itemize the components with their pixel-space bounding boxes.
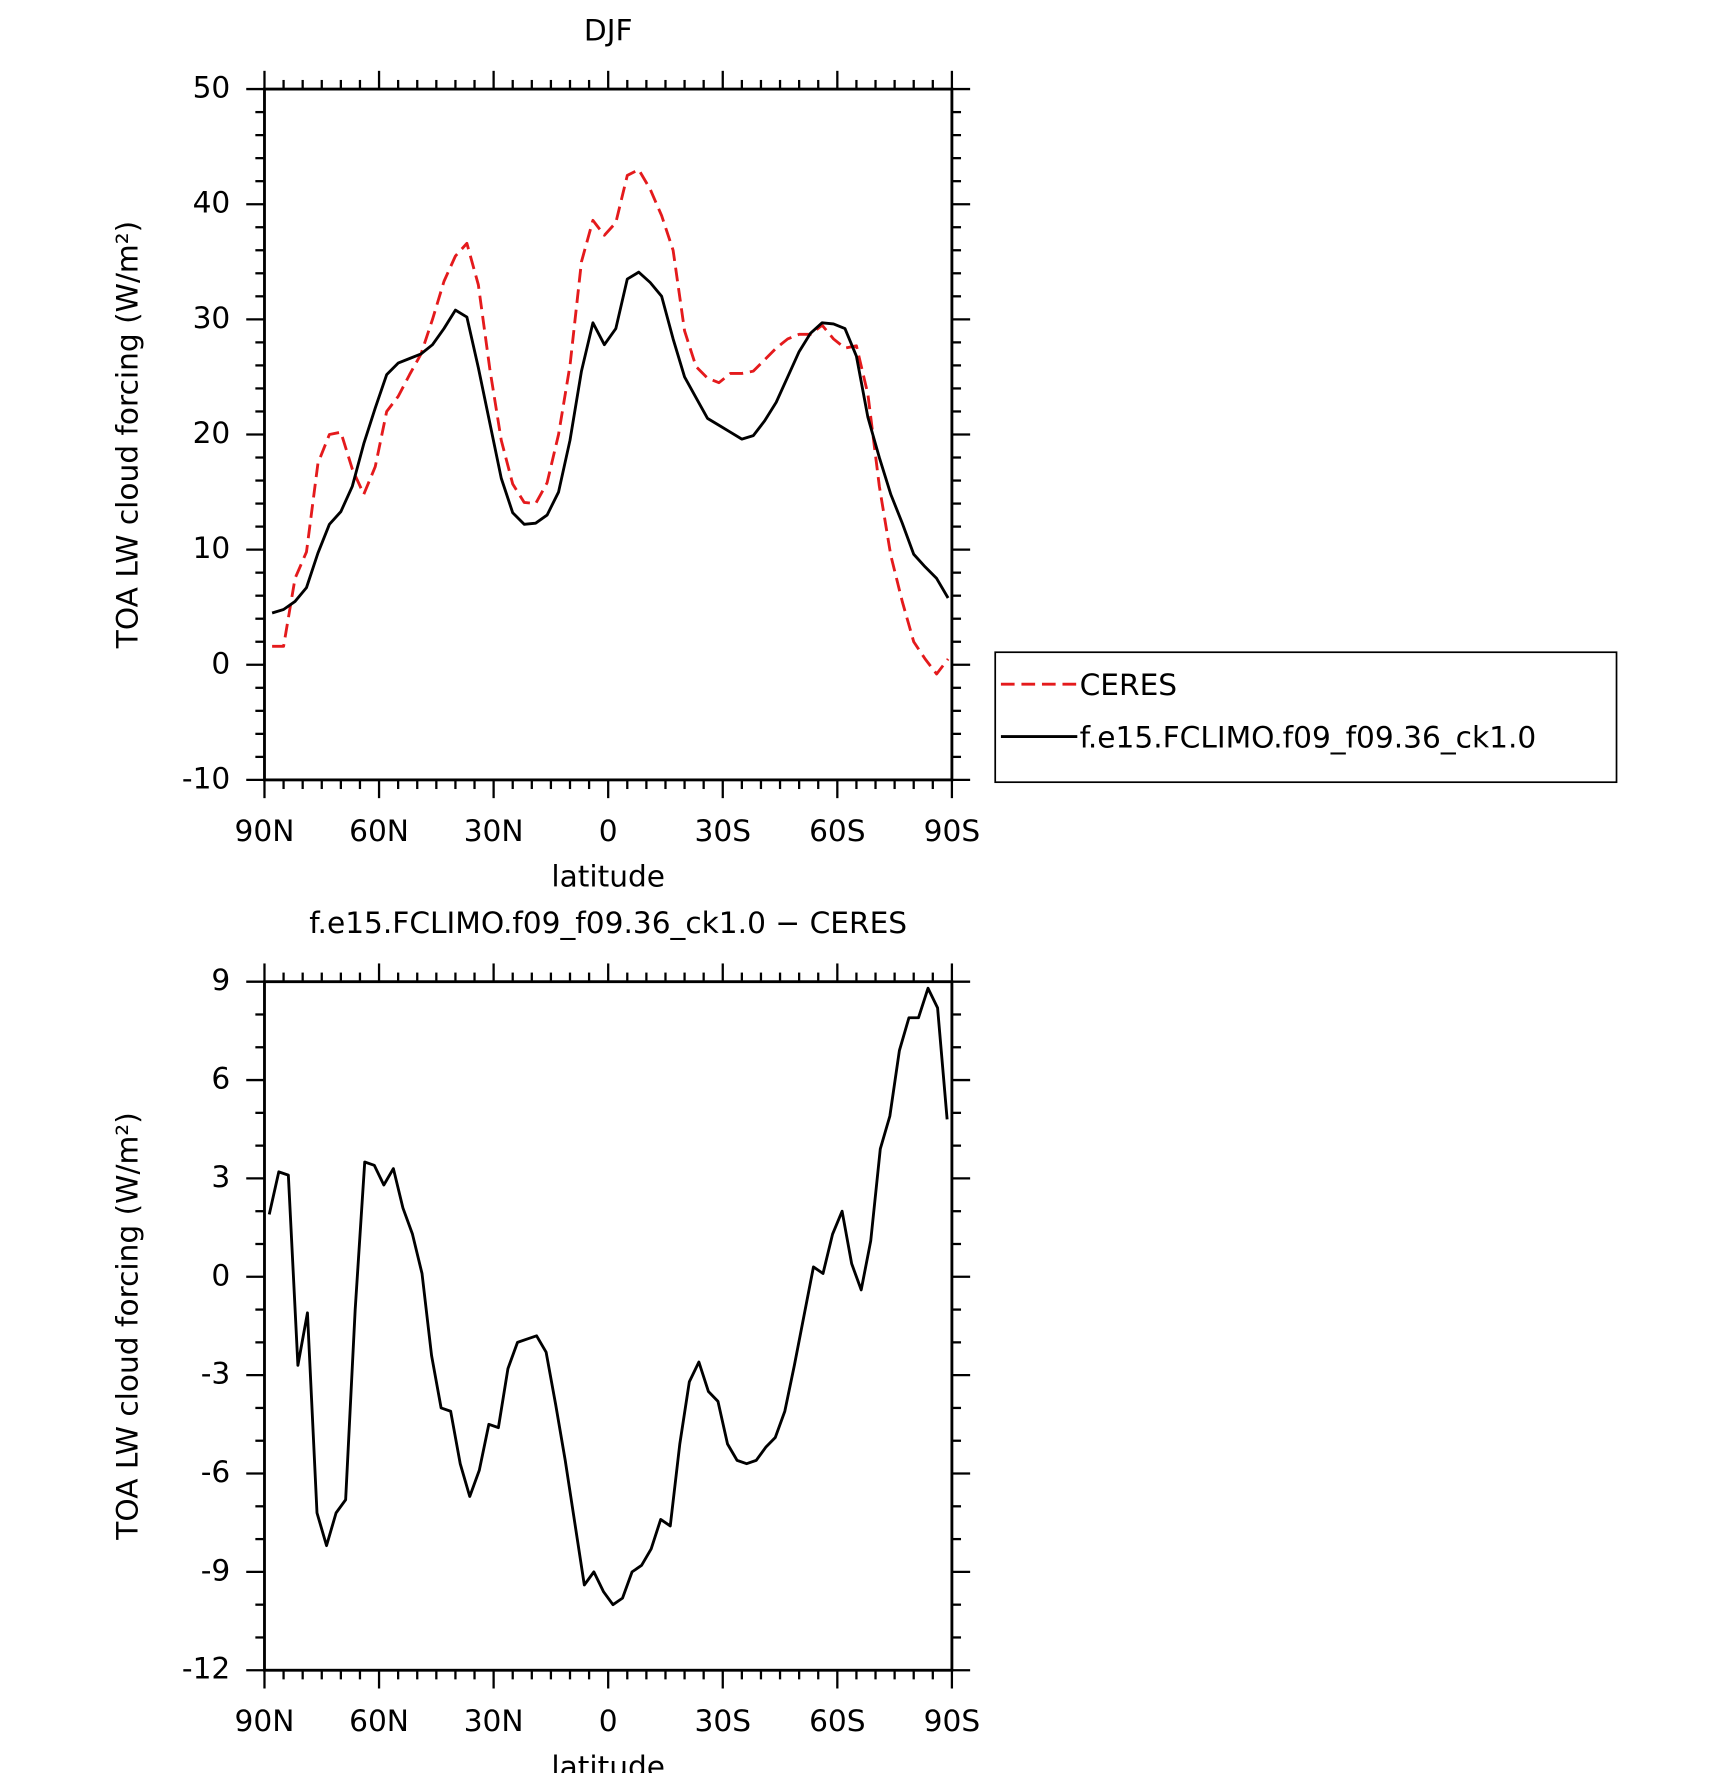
data-line — [271, 270, 950, 615]
data-line — [267, 986, 949, 1607]
x-tick-label: 90S — [924, 813, 981, 848]
x-axis-label: latitude — [551, 858, 665, 893]
y-tick-label: -9 — [201, 1552, 231, 1587]
x-tick-label: 30N — [464, 813, 524, 848]
x-tick-label: 0 — [599, 1703, 618, 1738]
x-tick-label: 0 — [599, 813, 618, 848]
legend-label: CERES — [1080, 667, 1178, 702]
y-axis-label: TOA LW cloud forcing (W/m²) — [109, 1112, 144, 1540]
legend-label: f.e15.FCLIMO.f09_f09.36_ck1.0 — [1080, 719, 1537, 754]
legend-box — [994, 651, 1618, 784]
y-tick-label: -6 — [201, 1454, 231, 1489]
y-tick-label: -3 — [201, 1356, 231, 1391]
y-axis-label: TOA LW cloud forcing (W/m²) — [109, 221, 144, 649]
y-tick-label: 20 — [193, 415, 231, 450]
y-tick-label: 0 — [211, 645, 230, 680]
plot-frame — [263, 980, 954, 1672]
y-tick-label: 50 — [193, 70, 231, 105]
chart-title: DJF — [584, 13, 633, 48]
x-tick-label: 90N — [235, 813, 295, 848]
y-tick-label: 3 — [211, 1159, 230, 1194]
x-axis-label: latitude — [551, 1749, 665, 1773]
y-tick-label: -12 — [182, 1651, 230, 1686]
y-tick-label: 40 — [193, 185, 231, 220]
x-tick-label: 60S — [809, 813, 866, 848]
x-tick-label: 60N — [349, 1703, 409, 1738]
y-tick-label: 30 — [193, 300, 231, 335]
x-tick-label: 30S — [695, 1703, 752, 1738]
x-tick-label: 90N — [235, 1703, 295, 1738]
x-tick-label: 60N — [349, 813, 409, 848]
y-tick-label: 6 — [211, 1061, 230, 1096]
y-tick-label: 10 — [193, 530, 231, 565]
x-tick-label: 90S — [924, 1703, 981, 1738]
y-tick-label: 0 — [211, 1257, 230, 1292]
chart-title: f.e15.FCLIMO.f09_f09.36_ck1.0 − CERES — [309, 905, 907, 940]
data-line — [272, 168, 950, 676]
plot-frame — [263, 87, 954, 782]
x-tick-label: 60S — [809, 1703, 866, 1738]
y-tick-label: -10 — [182, 760, 230, 795]
x-tick-label: 30N — [464, 1703, 524, 1738]
y-tick-label: 9 — [211, 962, 230, 997]
x-tick-label: 30S — [695, 813, 752, 848]
